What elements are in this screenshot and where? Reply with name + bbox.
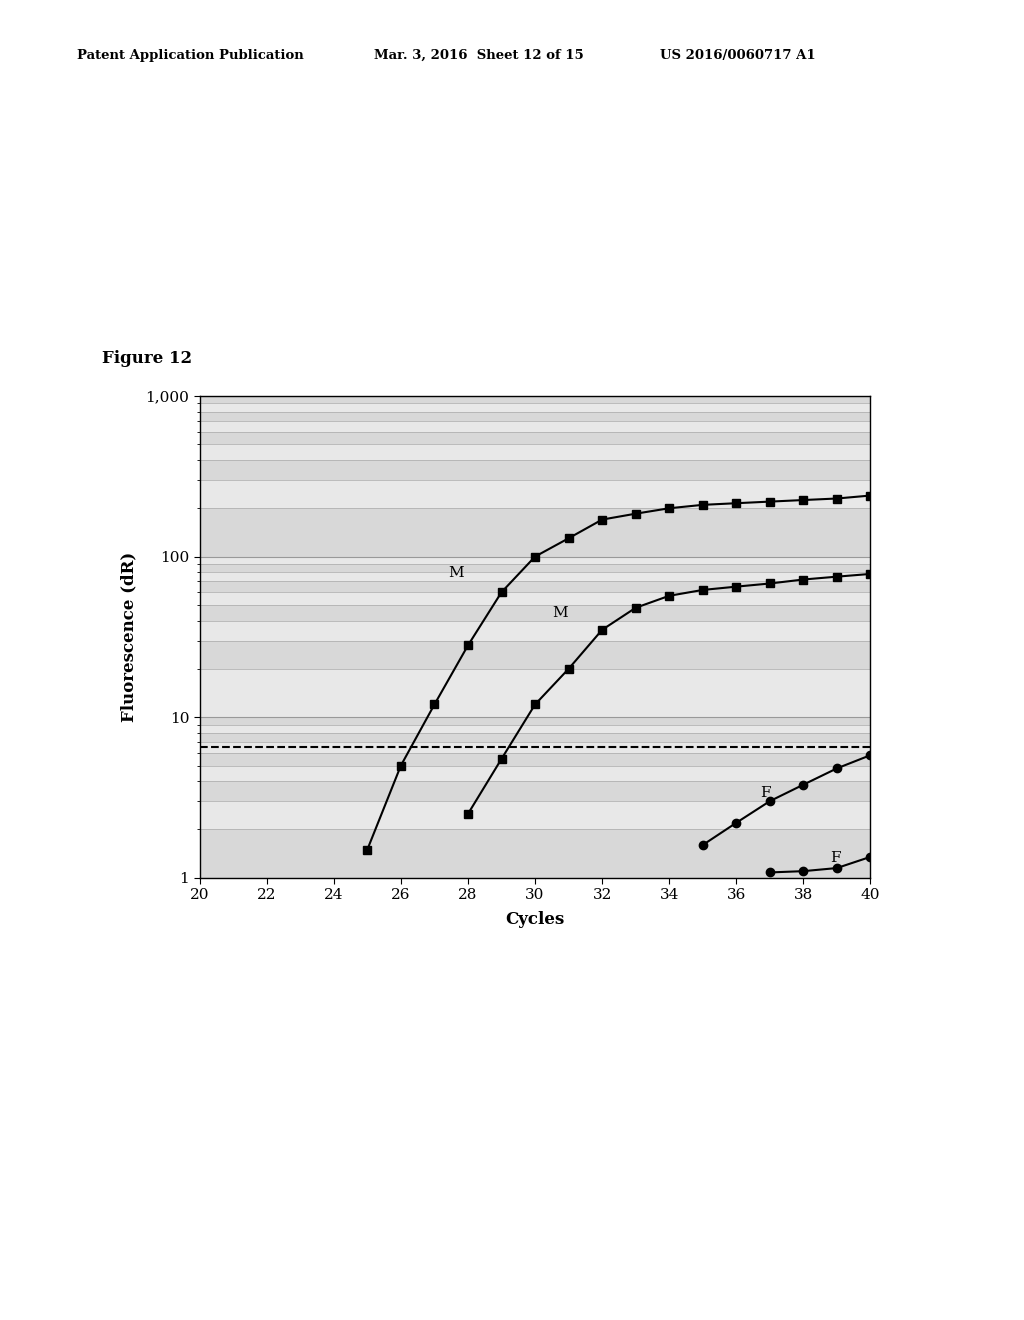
Bar — [200, 593, 870, 605]
Text: US 2016/0060717 A1: US 2016/0060717 A1 — [660, 49, 816, 62]
Bar — [200, 766, 870, 781]
Bar — [200, 396, 870, 404]
Bar — [200, 620, 870, 640]
Bar — [200, 733, 870, 742]
Bar — [200, 412, 870, 421]
Text: F: F — [830, 851, 841, 865]
Bar — [200, 725, 870, 733]
Bar — [200, 781, 870, 801]
Text: Patent Application Publication: Patent Application Publication — [77, 49, 303, 62]
Bar — [200, 557, 870, 564]
Bar — [200, 480, 870, 508]
Bar — [200, 582, 870, 593]
Bar — [200, 752, 870, 766]
Bar — [200, 605, 870, 620]
Bar — [200, 421, 870, 432]
Bar — [200, 445, 870, 459]
Bar — [200, 669, 870, 717]
Bar — [200, 564, 870, 572]
Text: M: M — [447, 566, 464, 579]
Bar — [200, 829, 870, 878]
Text: F: F — [760, 785, 770, 800]
Bar — [200, 717, 870, 725]
Bar — [200, 508, 870, 557]
Text: Figure 12: Figure 12 — [102, 350, 193, 367]
Text: M: M — [552, 606, 567, 620]
Bar — [200, 459, 870, 480]
X-axis label: Cycles: Cycles — [506, 911, 564, 928]
Bar — [200, 742, 870, 752]
Bar — [200, 404, 870, 412]
Y-axis label: Fluorescence (dR): Fluorescence (dR) — [120, 552, 137, 722]
Bar — [200, 432, 870, 445]
Text: Mar. 3, 2016  Sheet 12 of 15: Mar. 3, 2016 Sheet 12 of 15 — [374, 49, 584, 62]
Bar — [200, 801, 870, 829]
Bar — [200, 640, 870, 669]
Bar — [200, 572, 870, 582]
